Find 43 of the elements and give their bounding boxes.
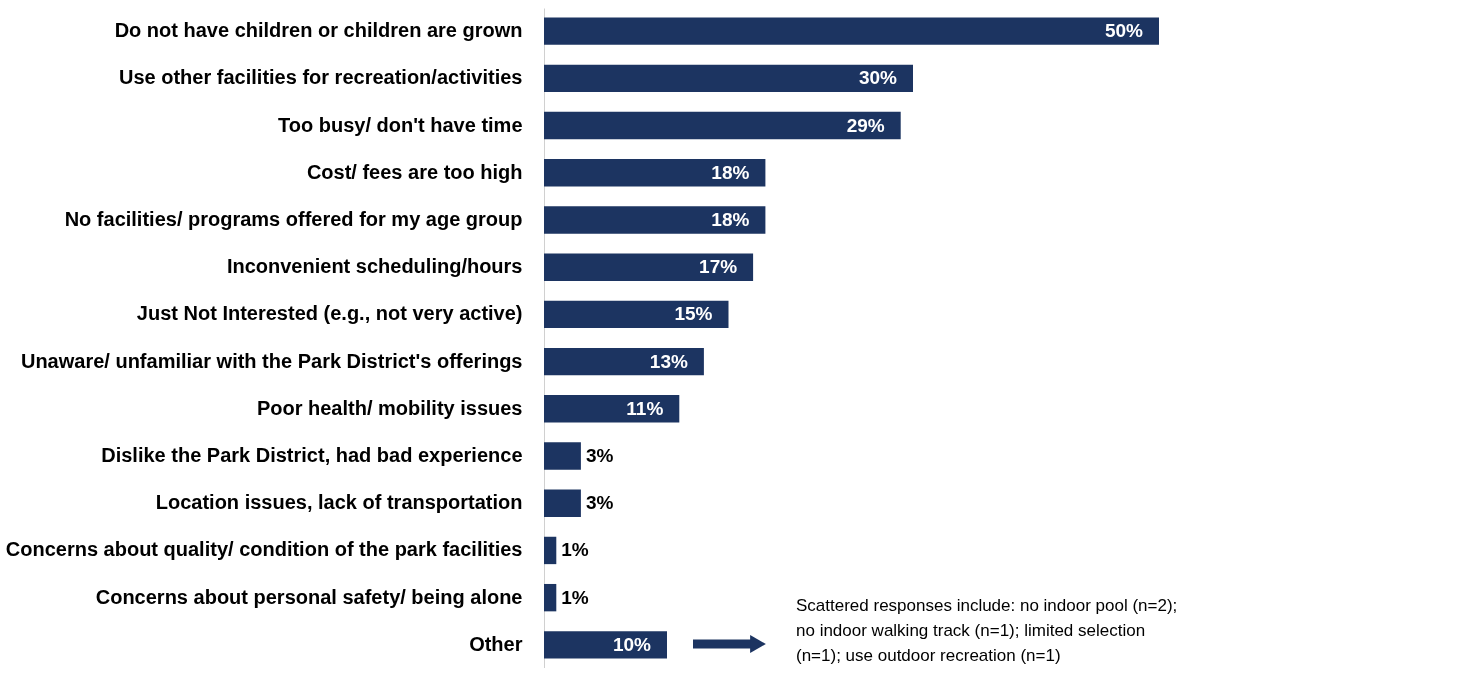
data-label: 17%	[699, 256, 738, 278]
data-label: 11%	[626, 397, 664, 419]
annotation: Scattered responses include: no indoor pool (n=2); no indoor walking track (n=1); limited selection (n=1); use outdoor recreation (n=1)	[796, 596, 1178, 665]
bar	[544, 442, 581, 470]
data-label: 1%	[561, 586, 589, 608]
y-tick-label: Just Not Interested (e.g., not very active)	[136, 302, 523, 325]
y-tick-label: Dislike the Park District, had bad experience	[101, 444, 523, 467]
bar	[544, 111, 901, 140]
bar	[544, 489, 581, 517]
bar	[544, 206, 766, 234]
bar	[544, 64, 913, 93]
bar	[544, 253, 754, 281]
y-tick-label: Cost/ fees are too high	[306, 160, 523, 183]
data-label: 15%	[674, 303, 713, 325]
y-tick-label: Unaware/ unfamiliar with the Park District's offerings	[20, 349, 523, 372]
data-label: 18%	[711, 161, 750, 183]
bar	[544, 583, 557, 612]
bar	[544, 347, 704, 376]
data-label: 10%	[612, 633, 652, 655]
y-tick-label: Concerns about quality/ condition of the park facilities	[5, 538, 523, 561]
data-label: 30%	[858, 67, 898, 89]
bar	[544, 631, 667, 659]
y-tick-label: Location issues, lack of transportation	[155, 491, 523, 514]
data-label: 3%	[585, 492, 614, 514]
y-tick-label: Poor health/ mobility issues	[256, 396, 523, 419]
bar	[544, 17, 1159, 45]
y-tick-label: Do not have children or children are grown	[114, 19, 523, 42]
data-label: 18%	[711, 208, 750, 230]
y-tick-label: Too busy/ don't have time	[278, 113, 523, 136]
y-tick-label: Concerns about personal safety/ being alone	[95, 585, 523, 608]
y-tick-label: No facilities/ programs offered for my age group	[64, 207, 523, 230]
data-label: 50%	[1104, 20, 1144, 42]
bar	[544, 536, 557, 565]
bar	[544, 300, 729, 329]
y-tick-label: Use other facilities for recreation/activities	[119, 66, 523, 89]
y-tick-label: Inconvenient scheduling/hours	[226, 255, 523, 278]
data-label: 13%	[649, 350, 688, 372]
bar	[544, 395, 680, 423]
data-label: 1%	[561, 539, 589, 561]
data-label: 3%	[585, 445, 614, 467]
data-label: 29%	[846, 114, 885, 136]
y-tick-label: Other	[469, 632, 523, 655]
bar	[544, 159, 766, 187]
